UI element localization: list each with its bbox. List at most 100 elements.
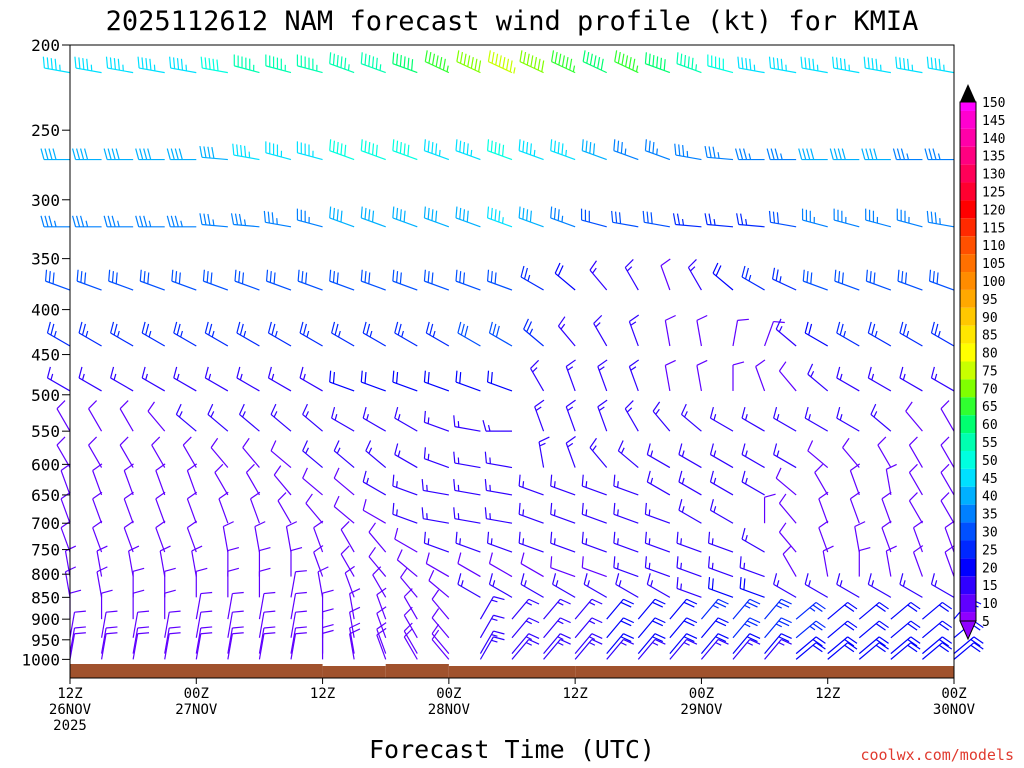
wind-barb: [739, 577, 765, 598]
wind-barb: [71, 148, 102, 161]
wind-barb: [195, 567, 208, 598]
wind-barb: [64, 545, 77, 577]
wind-barb: [644, 139, 671, 161]
wind-barb: [565, 436, 576, 468]
wind-barb: [764, 598, 792, 620]
wind-barb: [814, 463, 829, 496]
wind-barb: [574, 617, 603, 639]
wind-barb: [771, 267, 797, 291]
y-tick-label: 750: [31, 541, 60, 560]
wind-barb: [704, 145, 734, 161]
wind-barb: [169, 56, 197, 74]
wind-barb: [290, 546, 303, 577]
wind-barb: [394, 527, 418, 553]
wind-barb: [707, 54, 734, 74]
terrain-segment: [70, 664, 323, 678]
terrain-segment: [322, 666, 386, 678]
x-tick-label: 12Z: [57, 686, 82, 702]
wind-barb: [766, 148, 797, 161]
wind-barb: [764, 633, 792, 654]
wind-barb: [858, 636, 889, 655]
wind-barb: [135, 215, 165, 228]
wind-barb: [265, 54, 292, 74]
wind-barb: [858, 601, 889, 620]
wind-barb: [132, 626, 150, 654]
wind-barb: [802, 269, 828, 291]
wind-barb: [829, 148, 860, 161]
colorbar-segment: [960, 128, 976, 147]
y-tick-label: 400: [31, 301, 60, 320]
wind-barb: [669, 617, 698, 639]
wind-barb: [707, 556, 734, 578]
wind-barb: [329, 52, 355, 74]
colorbar-label: 85: [982, 329, 998, 344]
wind-barb: [254, 521, 266, 553]
wind-barb: [195, 610, 213, 638]
wind-barb: [396, 549, 418, 578]
wind-barb: [270, 403, 292, 432]
wind-barb: [394, 321, 418, 347]
wind-barb: [953, 642, 984, 660]
x-tick-label: 29NOV: [680, 702, 723, 718]
colorbar-segment: [960, 433, 976, 451]
y-tick-label: 200: [31, 36, 60, 55]
wind-barb: [597, 399, 608, 432]
wind-barb: [392, 52, 418, 74]
wind-barb: [606, 598, 635, 620]
colorbar-label: 100: [982, 275, 1005, 290]
wind-barb: [696, 314, 708, 347]
wind-barb: [836, 573, 860, 598]
wind-barb: [696, 359, 708, 392]
wind-barb: [349, 628, 361, 660]
wind-barb: [164, 589, 176, 620]
wind-barb: [42, 56, 71, 74]
colorbar-segment: [960, 486, 976, 505]
wind-barb: [173, 366, 197, 392]
wind-barb: [305, 493, 324, 524]
wind-barb: [423, 531, 450, 553]
wind-barb: [333, 495, 355, 524]
colorbar-label: 90: [982, 311, 998, 326]
wind-barb: [488, 573, 513, 598]
wind-barb: [804, 406, 829, 432]
wind-barb: [166, 215, 197, 228]
wind-barb: [191, 545, 203, 577]
wind-barb: [488, 552, 513, 578]
wind-barb: [376, 627, 387, 660]
wind-barb: [712, 262, 734, 291]
wind-barb: [543, 598, 571, 620]
y-tick-label: 950: [31, 631, 60, 650]
wind-barb: [368, 522, 387, 553]
wind-barb: [360, 370, 386, 392]
colorbar-segment: [960, 504, 976, 523]
wind-barb: [392, 206, 418, 228]
wind-barb: [624, 258, 639, 291]
credit-text: coolwx.com/models: [860, 746, 1014, 764]
wind-barb: [807, 440, 829, 469]
wind-barb: [258, 546, 271, 577]
wind-barb: [302, 403, 323, 432]
wind-barb: [782, 545, 797, 577]
colorbar-segment: [960, 361, 976, 380]
wind-barb: [486, 139, 513, 161]
wind-barb: [175, 403, 197, 432]
wind-barb: [214, 463, 229, 496]
wind-barb: [392, 474, 418, 496]
colorbar-segment: [960, 146, 976, 165]
wind-barb: [204, 321, 229, 347]
wind-barb: [707, 531, 734, 553]
wind-barb: [164, 632, 181, 660]
wind-barb: [926, 210, 955, 228]
wind-barb: [736, 213, 765, 228]
wind-barb: [313, 545, 324, 577]
wind-barb: [778, 522, 797, 553]
wind-barb: [431, 589, 450, 620]
wind-barb: [676, 556, 702, 578]
x-tick-label: 27NOV: [175, 702, 218, 718]
colorbar-label: 10: [982, 597, 998, 612]
wind-barb: [678, 443, 702, 469]
x-tick-label: 00Z: [184, 686, 209, 702]
wind-barb: [321, 629, 334, 660]
colorbar-label: 130: [982, 168, 1005, 183]
wind-barb: [739, 556, 765, 578]
